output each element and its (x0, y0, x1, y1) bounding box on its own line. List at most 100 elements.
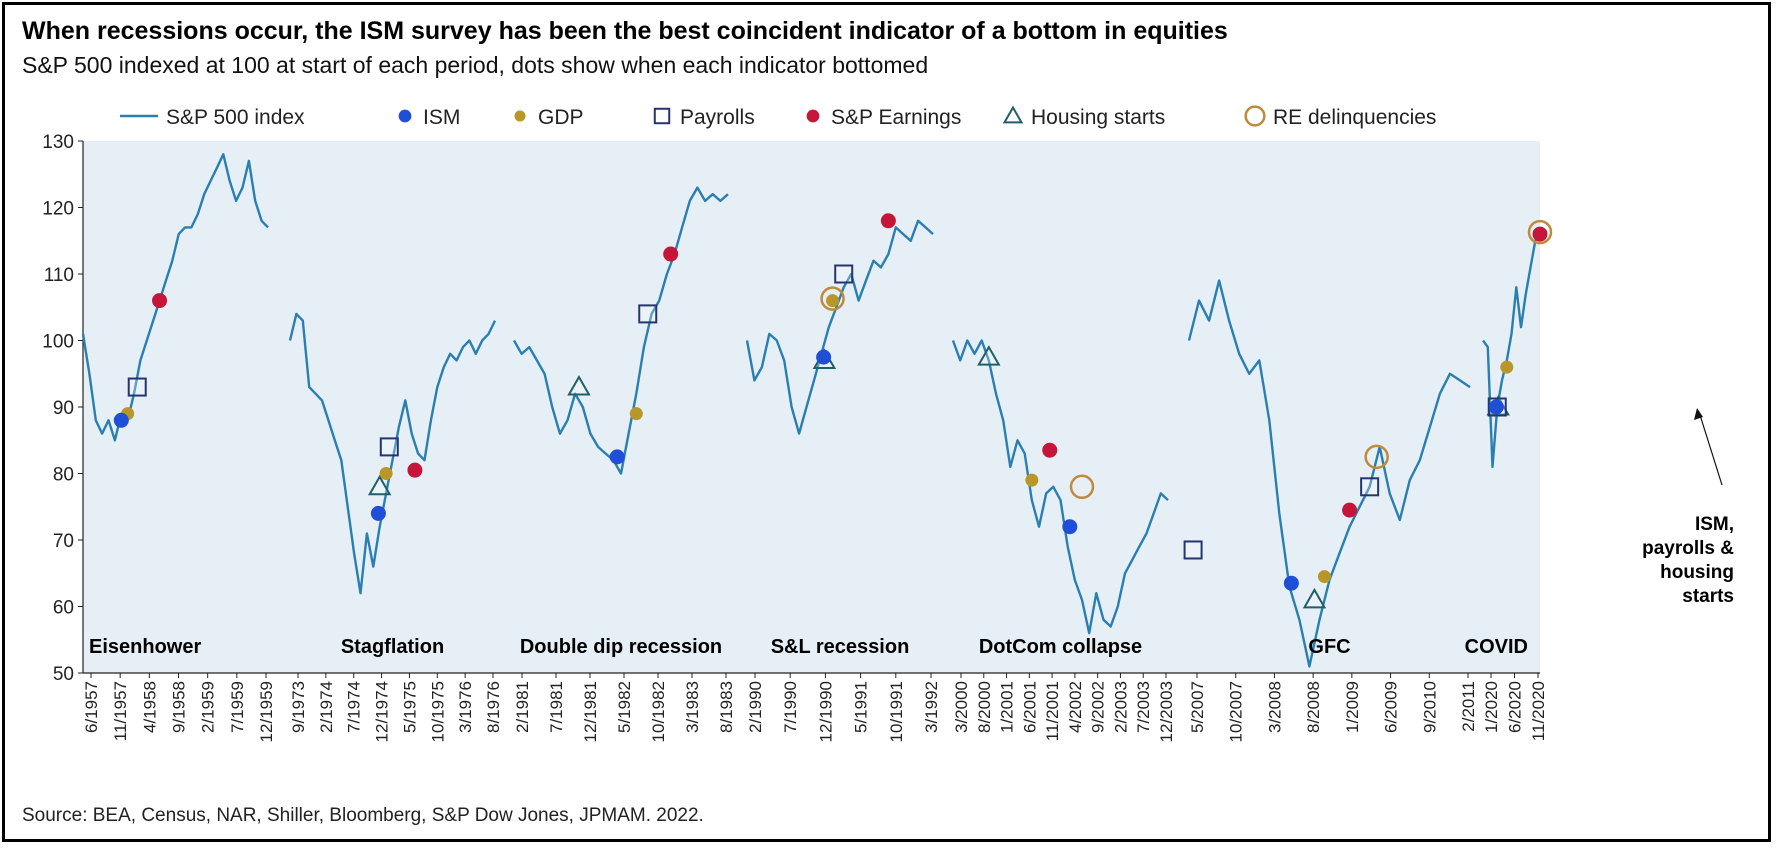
legend-item-ism: ISM (398, 106, 460, 129)
period-label: DotCom collapse (979, 636, 1142, 658)
annotation-text: housing (1660, 562, 1734, 583)
legend: S&P 500 index ISM GDP Payrolls S&P Earnings H… (120, 105, 1436, 129)
x-tick-label: 8/1976 (484, 681, 503, 733)
y-tick-label: 100 (42, 332, 74, 353)
ism-marker (370, 505, 386, 521)
x-tick-label: 7/1990 (781, 681, 800, 733)
x-tick-label: 10/1975 (428, 681, 447, 742)
x-tick-label: 3/2008 (1265, 681, 1284, 733)
annotation-text: starts (1682, 586, 1734, 607)
re-delinquencies-marker (1364, 444, 1389, 470)
gdp-marker (514, 110, 526, 122)
x-axis: 6/1957 11/1957 4/1958 9/1958 2/1959 7/1959 12/… (82, 672, 1548, 742)
y-tick-label: 90 (53, 398, 74, 419)
housing-marker (367, 474, 392, 496)
indicator-markers (113, 213, 1553, 609)
plot-background (83, 141, 1540, 673)
x-tick-label: 1/2001 (998, 681, 1017, 733)
x-tick-label: 2/1990 (746, 681, 765, 733)
ism-marker (1062, 519, 1078, 535)
legend-label: ISM (423, 106, 460, 129)
x-tick-label: 7/1981 (547, 681, 566, 733)
annotation-text: ISM, (1695, 514, 1734, 535)
x-tick-label: 10/1991 (887, 681, 906, 742)
payrolls-marker (127, 377, 147, 397)
x-tick-label: 11/1957 (111, 681, 130, 741)
x-tick-label: 6/1957 (82, 681, 101, 733)
earnings-marker (1532, 226, 1548, 242)
legend-label: Housing starts (1031, 106, 1165, 129)
legend-label: S&P Earnings (831, 106, 961, 129)
housing-marker (1302, 587, 1327, 609)
gdp-marker (379, 467, 393, 480)
period-label: Double dip recession (520, 636, 722, 658)
period-label: COVID (1465, 636, 1528, 658)
plot-area (83, 141, 1540, 673)
legend-item-gdp: GDP (514, 106, 584, 129)
re-delinquencies-marker (1069, 474, 1095, 500)
legend-label: RE delinquencies (1273, 106, 1436, 129)
x-tick-label: 1/2009 (1343, 681, 1362, 733)
earnings-marker (1342, 502, 1358, 518)
ism-marker (816, 349, 832, 365)
payrolls-marker (379, 437, 399, 457)
sp500-line-6 (1482, 227, 1542, 469)
re-delinquencies-marker (1244, 105, 1266, 127)
x-tick-label: 12/1990 (816, 681, 835, 742)
gdp-marker (1500, 360, 1514, 374)
x-tick-label: 8/2000 (975, 681, 994, 733)
payrolls-marker (1360, 477, 1380, 497)
earnings-marker (407, 462, 423, 478)
legend-label: GDP (538, 106, 584, 129)
x-tick-label: 6/2009 (1382, 681, 1401, 733)
sp500-line-2 (512, 186, 729, 475)
x-tick-label: 11/2001 (1043, 681, 1062, 741)
x-tick-label: 12/1959 (257, 681, 276, 742)
gdp-marker (826, 294, 840, 308)
ism-marker (1488, 399, 1504, 415)
legend-item-housing: Housing starts (1002, 105, 1165, 129)
gdp-marker (629, 407, 643, 421)
period-label: S&L recession (771, 636, 910, 658)
y-tick-label: 80 (53, 465, 74, 486)
payrolls-marker (638, 304, 658, 324)
sp500-line-0 (81, 153, 269, 442)
ism-marker (609, 449, 625, 465)
x-tick-label: 5/1982 (615, 681, 634, 733)
gdp-marker (1025, 473, 1039, 487)
x-tick-label: 4/2002 (1066, 681, 1085, 733)
x-tick-label: 12/1981 (581, 681, 600, 742)
legend-item-sp500: S&P 500 index (120, 106, 305, 129)
x-tick-label: 6/2001 (1020, 681, 1039, 733)
annotation-text: payrolls & (1642, 538, 1734, 559)
x-tick-label: 9/1958 (170, 681, 189, 733)
x-tick-label: 5/1991 (852, 681, 871, 733)
chart-title: When recessions occur, the ISM survey ha… (22, 17, 1228, 45)
x-tick-label: 2/1981 (513, 681, 532, 733)
earnings-marker (806, 109, 820, 123)
gdp-marker (1317, 570, 1331, 584)
x-tick-label: 10/1982 (649, 681, 668, 742)
legend-label: S&P 500 index (166, 106, 305, 129)
sp500-line-1 (288, 312, 497, 595)
x-tick-label: 9/2010 (1420, 681, 1439, 733)
x-tick-label: 7/1974 (345, 681, 364, 733)
x-tick-label: 9/2002 (1089, 681, 1108, 733)
x-tick-label: 3/1992 (922, 681, 941, 733)
x-tick-label: 4/1958 (140, 681, 159, 733)
x-tick-label: 12/1974 (373, 681, 392, 742)
x-tick-label: 8/1983 (717, 681, 736, 733)
annotation: ISM, payrolls & housing starts (1642, 408, 1734, 607)
x-tick-label: 5/2007 (1188, 681, 1207, 733)
period-labels: Eisenhower Stagflation Double dip recessio… (89, 636, 1528, 658)
y-tick-label: 50 (53, 664, 74, 685)
y-tick-label: 130 (42, 132, 74, 153)
legend-label: Payrolls (680, 106, 755, 129)
re-delinquencies-marker (820, 286, 845, 311)
earnings-marker (880, 213, 896, 229)
legend-item-payrolls: Payrolls (653, 106, 755, 129)
x-tick-label: 1/2020 (1482, 681, 1501, 733)
x-tick-label: 11/2020 (1529, 681, 1548, 741)
re-delinquencies-marker (1527, 219, 1553, 245)
payrolls-marker (834, 264, 854, 284)
